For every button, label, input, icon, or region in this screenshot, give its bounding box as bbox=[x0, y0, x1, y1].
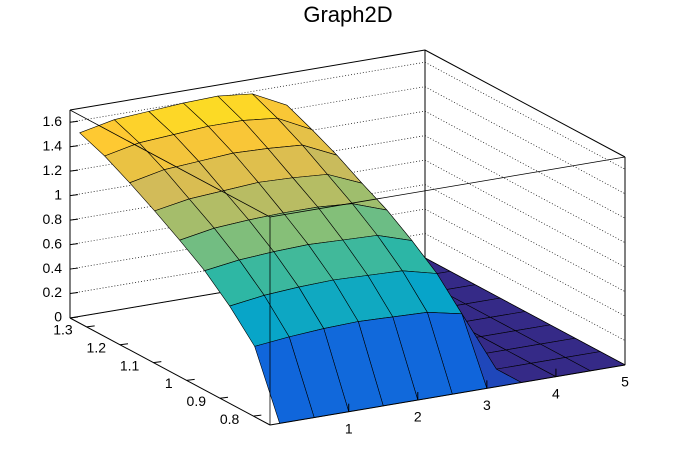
box-edge bbox=[69, 109, 271, 218]
y-tick-label: 1.2 bbox=[87, 339, 107, 355]
box-edge bbox=[269, 156, 626, 218]
x-tick-label: 2 bbox=[414, 409, 422, 425]
z-tick-label: 0.6 bbox=[43, 235, 63, 251]
box-edge bbox=[424, 49, 626, 158]
x-axis bbox=[269, 364, 626, 426]
z-tick-label: 0 bbox=[54, 309, 62, 325]
z-tick bbox=[69, 243, 79, 246]
y-tick bbox=[153, 361, 162, 364]
box-edge bbox=[69, 49, 426, 111]
z-tick bbox=[69, 194, 79, 197]
z-tick-label: 1.2 bbox=[43, 162, 63, 178]
z-tick bbox=[69, 292, 79, 295]
z-tick-label: 1 bbox=[54, 186, 62, 202]
z-tick bbox=[69, 218, 79, 221]
z-tick bbox=[69, 145, 79, 148]
y-tick-label: 1 bbox=[165, 375, 173, 391]
x-tick-label: 5 bbox=[621, 374, 629, 390]
z-tick bbox=[69, 267, 79, 270]
y-tick-label: 0.9 bbox=[187, 393, 207, 409]
y-tick bbox=[219, 396, 229, 399]
z-tick-label: 1.4 bbox=[43, 137, 63, 153]
z-tick-label: 0.2 bbox=[43, 284, 63, 300]
x-tick-label: 3 bbox=[483, 397, 491, 413]
x-tick-label: 1 bbox=[345, 420, 353, 436]
z-tick-label: 0.8 bbox=[43, 211, 63, 227]
z-tick bbox=[69, 169, 79, 172]
y-tick bbox=[86, 325, 95, 328]
z-tick bbox=[69, 120, 79, 123]
y-tick-label: 1.3 bbox=[53, 322, 73, 338]
chart-title: Graph2D bbox=[303, 2, 392, 27]
y-tick-label: 1.1 bbox=[120, 357, 140, 373]
y-axis bbox=[69, 317, 271, 426]
y-tick bbox=[186, 378, 195, 381]
y-tick bbox=[253, 414, 262, 417]
y-tick bbox=[119, 343, 129, 346]
y-tick-label: 0.8 bbox=[220, 411, 240, 427]
x-tick-label: 4 bbox=[552, 385, 560, 401]
z-tick-label: 1.6 bbox=[43, 113, 63, 129]
z-tick-label: 0.4 bbox=[43, 260, 63, 276]
